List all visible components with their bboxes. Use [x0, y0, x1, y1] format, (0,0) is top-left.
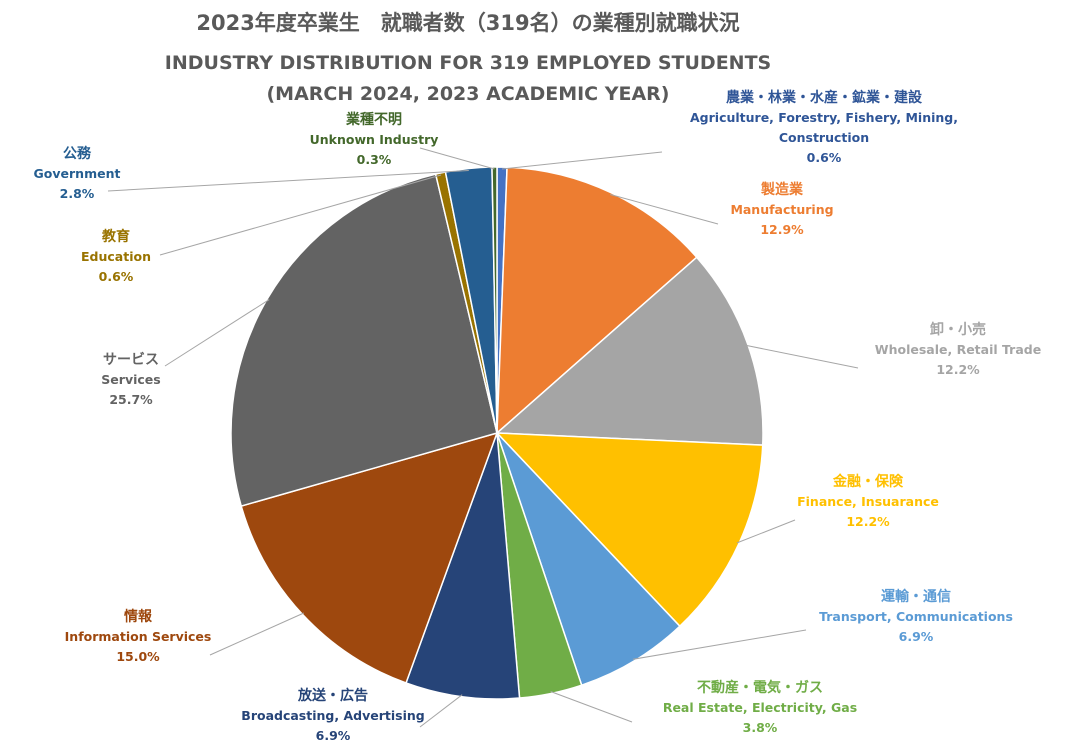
slice-label-pct: 6.9% — [899, 629, 934, 644]
pie-slice — [491, 166, 498, 434]
slice-label-en: Services — [101, 372, 160, 387]
slice-label-jp: 製造業 — [760, 181, 804, 198]
slice-label-jp: 金融・保険 — [832, 473, 904, 490]
slice-label-pct: 2.8% — [60, 186, 95, 201]
leader-line — [632, 629, 807, 660]
leader-line — [736, 519, 796, 544]
slice-label-jp: 放送・広告 — [297, 687, 368, 704]
pie-slice — [240, 431, 499, 684]
slice-label-en: Information Services — [65, 629, 212, 644]
leader-line — [107, 170, 469, 192]
pie-slice — [405, 432, 521, 700]
slice-label-en: Wholesale, Retail Trade — [875, 342, 1041, 357]
slice-label-jp: 不動産・電気・ガス — [697, 679, 823, 696]
slice-label-jp: 運輸・通信 — [881, 588, 951, 605]
slice-label-jp: 情報 — [124, 608, 153, 625]
leader-line — [610, 194, 719, 225]
slice-label-jp: 農業・林業・水産・鉱業・建設 — [726, 89, 923, 106]
slice-label-jp: 教育 — [102, 228, 130, 245]
leader-line — [419, 147, 495, 170]
slice-label-pct: 6.9% — [316, 728, 351, 743]
chart-subtitle-2: (MARCH 2024, 2023 ACADEMIC YEAR) — [267, 83, 670, 105]
slice-label-en: Manufacturing — [730, 202, 833, 217]
slice-label-pct: 3.8% — [743, 720, 778, 735]
slice-label-pct: 15.0% — [116, 649, 160, 664]
slice-label-jp: サービス — [103, 352, 159, 368]
pie-slice — [230, 173, 498, 508]
slice-label-en: Finance, Insuarance — [797, 494, 939, 509]
slice-label-en: Education — [81, 249, 151, 264]
slice-label-pct: 12.2% — [936, 362, 980, 377]
slice-label-en: Transport, Communications — [819, 609, 1013, 624]
chart-title: 2023年度卒業生 就職者数（319名）の業種別就職状況 — [196, 11, 739, 35]
slice-label-en: Broadcasting, Advertising — [241, 708, 424, 723]
slice-label-jp: 公務 — [63, 145, 92, 162]
slice-label-en: Unknown Industry — [310, 132, 439, 147]
leader-line — [419, 694, 463, 728]
slice-label-pct: 25.7% — [109, 392, 153, 407]
slice-label-pct: 12.2% — [846, 514, 890, 529]
slice-label-jp: 業種不明 — [345, 111, 402, 128]
slice-label-en: Government — [34, 166, 121, 181]
slice-label-pct: 0.6% — [807, 150, 842, 165]
slice-label-en2: Construction — [779, 130, 869, 145]
leader-lines — [107, 147, 859, 728]
pie-slice — [495, 432, 764, 628]
pie-slice — [496, 166, 698, 435]
chart-subtitle: INDUSTRY DISTRIBUTION FOR 319 EMPLOYED S… — [165, 52, 771, 74]
pie-slice — [495, 256, 764, 446]
leader-line — [209, 612, 305, 656]
leader-line — [164, 299, 270, 367]
slice-label-en: Agriculture, Forestry, Fishery, Mining, — [690, 110, 958, 125]
slice-label-pct: 0.3% — [357, 152, 392, 167]
leader-line — [550, 691, 633, 723]
pie-slice — [496, 432, 681, 687]
leader-line — [501, 151, 663, 170]
slice-label-pct: 0.6% — [99, 269, 134, 284]
slice-labels: 農業・林業・水産・鉱業・建設 Agriculture, Forestry, Fis… — [34, 89, 1042, 743]
slice-label-en: Real Estate, Electricity, Gas — [663, 700, 857, 715]
leader-line — [746, 344, 859, 369]
leader-line — [159, 174, 442, 256]
pie-slices — [230, 166, 764, 700]
slice-label-jp: 卸・小売 — [930, 321, 986, 338]
slice-label-pct: 12.9% — [760, 222, 804, 237]
